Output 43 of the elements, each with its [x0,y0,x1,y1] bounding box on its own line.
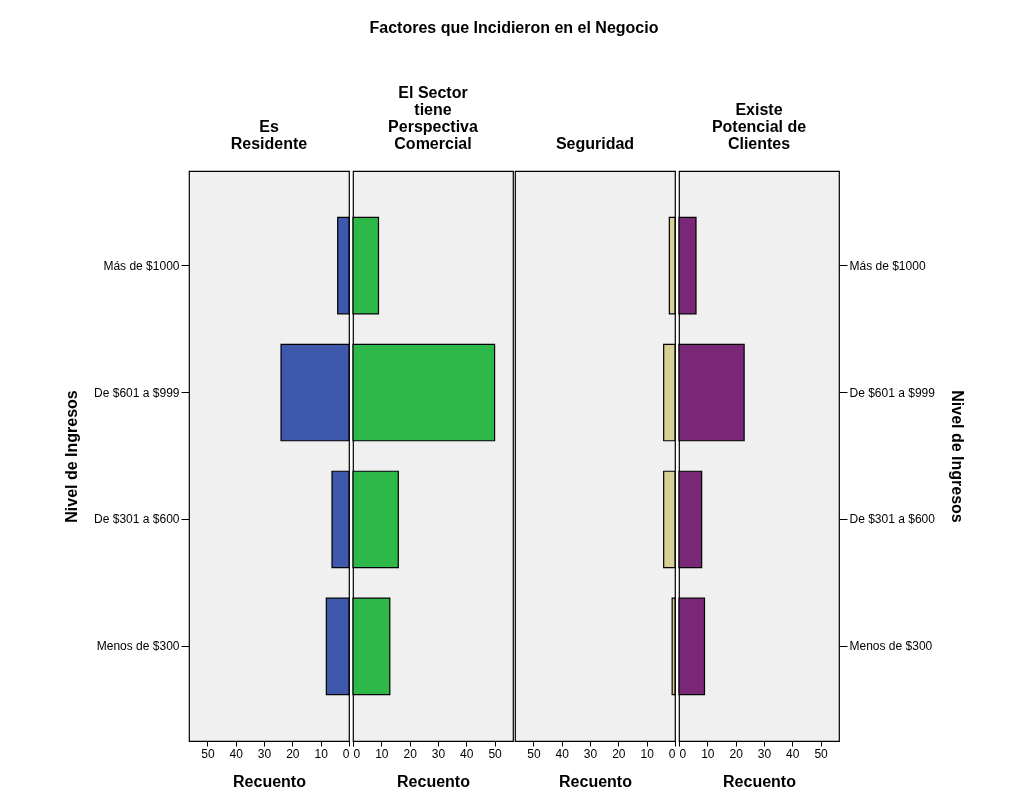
y-tick-label: Más de $1000 [103,258,180,273]
x-tick-label: 40 [555,746,570,761]
y-tick-label: De $301 a $600 [94,512,180,527]
x-tick-label: 50 [201,746,215,761]
x-tick-label: 20 [403,746,418,761]
x-tick-label: 20 [729,746,744,761]
chart-title: El Sector tiene Perspectiva Comercial [388,84,479,152]
x-tick-label: 0 [668,746,676,761]
x-tick-label: 40 [786,746,800,761]
y-tick-label: De $601 a $999 [94,385,180,400]
x-axis-title: Recuento [233,772,307,790]
x-tick-label: 40 [229,746,244,761]
x-tick-label: 10 [314,746,329,761]
y-tick-label: Menos de $300 [96,639,180,654]
x-tick-label: 50 [814,746,829,761]
x-tick-label: 50 [488,746,503,761]
x-tick-label: 30 [757,746,772,761]
x-tick-label: 0 [342,746,350,761]
text: Factores que Incidieron en el Negocio [369,19,659,37]
x-tick-label: 30 [257,746,272,761]
x-tick-label: 20 [612,746,626,761]
x-tick-label: 0 [353,746,361,761]
x-tick-label: 10 [375,746,389,761]
x-tick-label: 40 [460,746,474,761]
x-tick-label: 10 [640,746,655,761]
chart-title: Es Residente [230,118,308,152]
x-tick-label: 30 [431,746,446,761]
y-axis-title: Nivel de Ingresos [63,390,81,523]
x-tick-label: 50 [527,746,541,761]
y-tick-label: Más de $1000 [849,258,926,273]
x-tick-label: 0 [679,746,687,761]
x-axis-title: Recuento [559,772,633,790]
chart-title: Existe Potencial de Clientes [711,101,807,152]
x-axis-title: Recuento [723,772,797,790]
y-tick-label: De $301 a $600 [849,512,936,527]
chart-title: Seguridad [555,135,635,152]
y-tick-label: De $601 a $999 [849,385,936,400]
x-axis-title: Recuento [397,772,471,790]
x-tick-label: 20 [286,746,300,761]
y-axis-title: Nivel de Ingresos [948,390,966,523]
x-tick-label: 30 [583,746,598,761]
x-tick-label: 10 [701,746,715,761]
y-tick-label: Menos de $300 [849,639,933,654]
